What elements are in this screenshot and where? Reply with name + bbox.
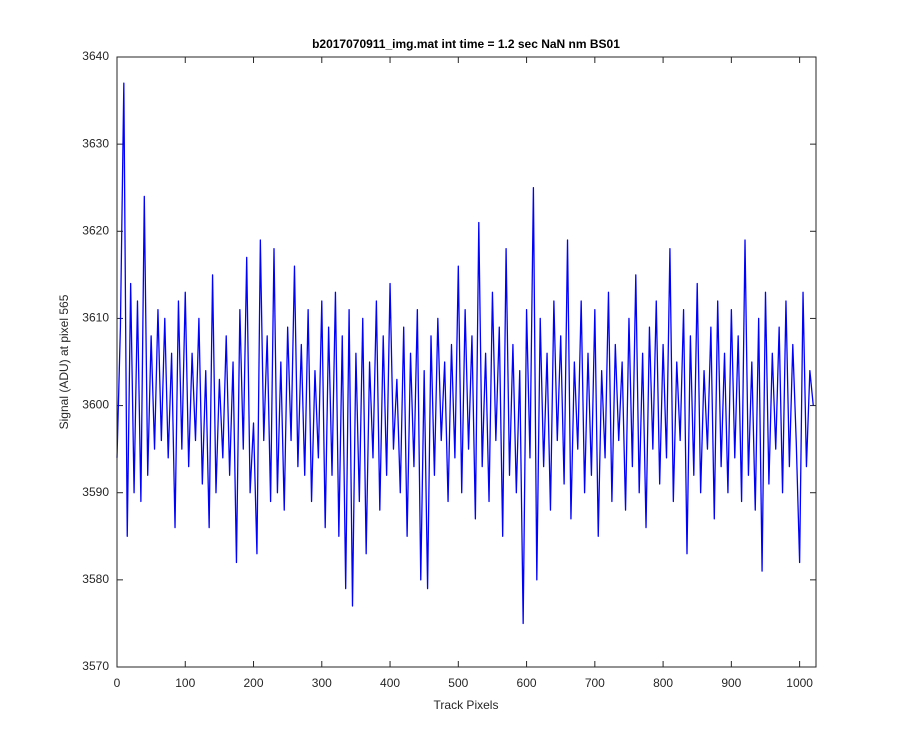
data-line [116,82,814,625]
y-tick-label: 3600 [82,398,109,412]
y-tick-label: 3590 [82,485,109,499]
x-tick-label: 300 [312,676,332,690]
x-tick-label: 700 [585,676,605,690]
y-axis-label: Signal (ADU) at pixel 565 [57,294,71,429]
x-tick-label: 0 [114,676,121,690]
x-tick-label: 400 [380,676,400,690]
x-tick-label: 100 [175,676,195,690]
chart-title: b2017070911_img.mat int time = 1.2 sec N… [312,37,620,51]
x-axis-label: Track Pixels [434,698,499,712]
x-tick-label: 600 [517,676,537,690]
y-tick-label: 3580 [82,572,109,586]
y-tick-label: 3570 [82,659,109,673]
x-tick-label: 1000 [786,676,813,690]
y-tick-label: 3620 [82,223,109,237]
y-tick-label: 3610 [82,311,109,325]
y-tick-label: 3640 [82,49,109,63]
y-tick-label: 3630 [82,136,109,150]
x-tick-label: 900 [721,676,741,690]
x-tick-label: 200 [244,676,264,690]
x-tick-label: 500 [448,676,468,690]
x-tick-label: 800 [653,676,673,690]
plot-frame [116,56,817,668]
